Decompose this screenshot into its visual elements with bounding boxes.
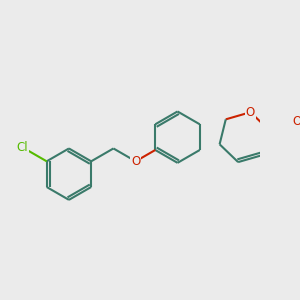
Text: O: O [292,116,300,128]
Text: O: O [246,106,255,119]
Text: Cl: Cl [16,141,28,154]
Text: O: O [131,155,140,168]
